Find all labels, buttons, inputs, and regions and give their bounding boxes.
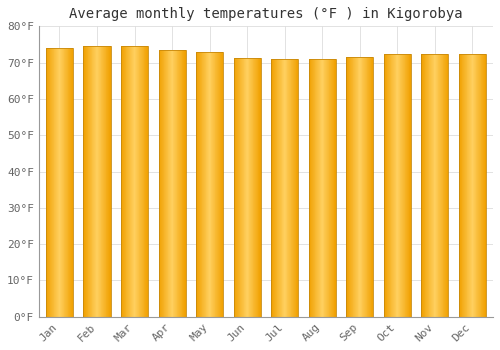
Bar	[46, 48, 73, 317]
Bar	[121, 46, 148, 317]
Title: Average monthly temperatures (°F ) in Kigorobya: Average monthly temperatures (°F ) in Ki…	[69, 7, 462, 21]
Bar	[84, 46, 110, 317]
Bar	[346, 57, 374, 317]
Bar	[308, 58, 336, 317]
Bar	[196, 52, 223, 317]
Bar	[384, 54, 411, 317]
Bar	[459, 54, 486, 317]
Bar	[234, 57, 260, 317]
Bar	[271, 60, 298, 317]
Bar	[422, 54, 448, 317]
Bar	[158, 49, 186, 317]
